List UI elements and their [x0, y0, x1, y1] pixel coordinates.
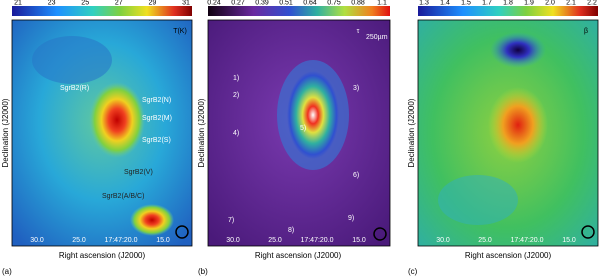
- y-axis-label: Declination (J2000): [1, 98, 10, 167]
- quantity-subscript: 250µm: [366, 34, 388, 41]
- colorbar-tick-label: 0.88: [351, 0, 365, 6]
- colorbar-tick-label: 1.3: [419, 0, 429, 6]
- y-axis-label: Declination (J2000): [197, 98, 206, 167]
- colorbar-tick-label: 2.1: [566, 0, 576, 6]
- x-tick-label: 30.0: [436, 237, 450, 244]
- colorbar: [418, 6, 598, 16]
- annotation: SgrB2(N): [142, 97, 171, 104]
- colorbar: [12, 6, 192, 16]
- region: [438, 175, 518, 225]
- panel-c: 1.3 1.4 1.5 1.7 1.8 1.9 2.0 2.1 2.2 β 30.0 25.0 17:4…: [407, 0, 599, 276]
- hot-region: [488, 87, 548, 163]
- y-axis-label: Declination (J2000): [407, 98, 416, 167]
- colorbar-tick-label: 29: [149, 0, 157, 6]
- x-tick-label: 17:47:20.0: [104, 237, 137, 244]
- x-tick-label: 15.0: [156, 237, 170, 244]
- annotation: SgrB2(V): [124, 169, 153, 176]
- x-tick-label: 17:47:20.0: [510, 237, 543, 244]
- hot-region: [89, 82, 145, 158]
- beam: [581, 225, 595, 239]
- colorbar-tick-label: 0.51: [279, 0, 293, 6]
- annotation: SgrB2(A/B/C): [102, 193, 144, 200]
- core: [287, 71, 339, 159]
- colorbar: [208, 6, 390, 16]
- colorbar-tick-label: 31: [182, 0, 190, 6]
- x-tick-label: 25.0: [72, 237, 86, 244]
- panel-label: (c): [408, 267, 418, 276]
- annotation: SgrB2(S): [142, 137, 171, 144]
- panel-b: 0.24 0.27 0.39 0.51 0.64 0.75 0.88 1.1 τ 250µm 30.…: [197, 0, 391, 276]
- colorbar-tick-label: 1.5: [461, 0, 471, 6]
- x-tick-label: 30.0: [226, 237, 240, 244]
- x-tick-label: 15.0: [352, 237, 366, 244]
- x-tick-label: 25.0: [478, 237, 492, 244]
- cold-region: [490, 32, 546, 68]
- annotation: 6): [353, 172, 359, 179]
- x-tick-label: 15.0: [562, 237, 576, 244]
- quantity-label: T(K): [173, 28, 187, 35]
- beam: [373, 227, 387, 241]
- colorbar-tick-label: 0.39: [255, 0, 269, 6]
- annotation: 5): [300, 125, 306, 132]
- panel-a: 21 23 25 27 29 31 T(K) 30.0 25.0 17:47:20.0 15.0 Ri…: [1, 0, 193, 276]
- beam: [175, 225, 189, 239]
- colorbar-tick-label: 25: [81, 0, 89, 6]
- colorbar-tick-label: 2.2: [587, 0, 597, 6]
- annotation: 3): [353, 85, 359, 92]
- quantity-label: β: [584, 28, 588, 35]
- panel-label: (b): [198, 267, 208, 276]
- colorbar-tick-label: 0.75: [327, 0, 341, 6]
- cool-region: [32, 36, 112, 84]
- colorbar-tick-label: 23: [48, 0, 56, 6]
- x-tick-label: 30.0: [30, 237, 44, 244]
- x-axis-label: Right ascension (J2000): [465, 251, 552, 260]
- x-tick-label: 25.0: [268, 237, 282, 244]
- x-tick-label: 17:47:20.0: [300, 237, 333, 244]
- x-axis-label: Right ascension (J2000): [255, 251, 342, 260]
- annotation: SgrB2(R): [60, 85, 89, 92]
- annotation: 9): [348, 215, 354, 222]
- x-axis-label: Right ascension (J2000): [59, 251, 146, 260]
- colorbar-tick-label: 0.27: [231, 0, 245, 6]
- colorbar-tick-label: 21: [14, 0, 22, 6]
- colorbar-tick-label: 0.24: [207, 0, 221, 6]
- colorbar-tick-label: 1.8: [503, 0, 513, 6]
- colorbar-tick-label: 1.1: [377, 0, 387, 6]
- quantity-label: τ: [357, 28, 360, 35]
- colorbar-tick-label: 1.9: [524, 0, 534, 6]
- annotation: 4): [233, 130, 239, 137]
- colorbar-tick-label: 1.4: [440, 0, 450, 6]
- colorbar-tick-label: 0.64: [303, 0, 317, 6]
- hot-region: [130, 204, 174, 236]
- annotation: 1): [233, 75, 239, 82]
- annotation: 7): [228, 217, 234, 224]
- annotation: 2): [233, 92, 239, 99]
- annotation: 8): [288, 227, 294, 234]
- panel-label: (a): [2, 267, 12, 276]
- colorbar-tick-label: 27: [115, 0, 123, 6]
- annotation: SgrB2(M): [142, 115, 172, 122]
- colorbar-tick-label: 1.7: [482, 0, 492, 6]
- colorbar-tick-label: 2.0: [545, 0, 555, 6]
